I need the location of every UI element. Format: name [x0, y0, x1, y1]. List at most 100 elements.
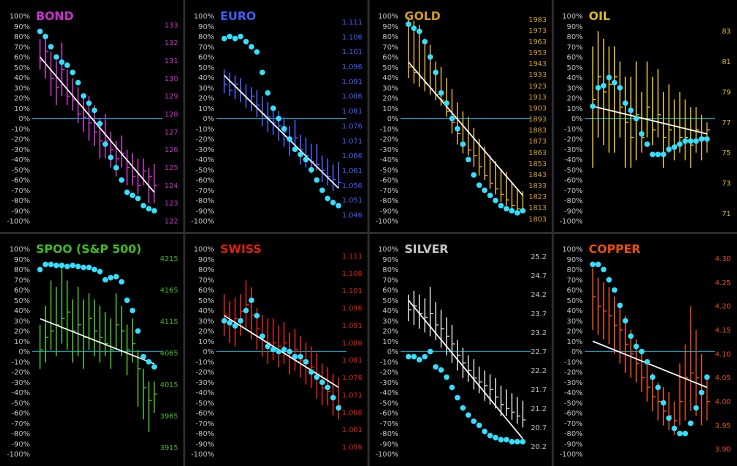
- price-tick-label: 131: [165, 56, 179, 65]
- oscillator-dot: [676, 141, 683, 147]
- oscillator-dot: [232, 35, 238, 42]
- pct-tick-label: 70%: [383, 275, 399, 284]
- chart-title: EURO: [220, 9, 256, 23]
- pct-tick-label: 50%: [14, 63, 30, 72]
- oscillator-dot: [649, 374, 656, 380]
- pct-tick-label: 50%: [198, 296, 214, 305]
- pct-tick-label: 70%: [14, 275, 30, 284]
- pct-tick-label: -40%: [380, 388, 399, 397]
- oscillator-dot: [411, 25, 417, 32]
- oscillator-dot: [704, 374, 710, 380]
- pct-tick-label: -70%: [11, 186, 30, 195]
- pct-tick-label: 100%: [194, 12, 215, 21]
- oscillator-dot: [487, 192, 493, 199]
- pct-tick-label: 10%: [198, 104, 214, 113]
- price-tick-label: 1953: [528, 48, 546, 57]
- pct-tick-label: -80%: [11, 196, 30, 205]
- pct-tick-label: 0%: [203, 347, 215, 356]
- oscillator-dot: [292, 353, 298, 360]
- pct-tick-label: 30%: [567, 83, 583, 92]
- pct-tick-label: -30%: [196, 378, 215, 387]
- pct-tick-label: -20%: [380, 135, 399, 144]
- pct-tick-label: -20%: [11, 368, 30, 377]
- oscillator-dot: [655, 384, 661, 391]
- oscillator-dot: [611, 79, 618, 86]
- price-tick-label: 3915: [160, 443, 178, 452]
- price-tick-label: 1853: [528, 159, 546, 168]
- oscillator-dot: [422, 353, 428, 360]
- pct-tick-label: 60%: [198, 53, 214, 62]
- price-tick-label: 1833: [528, 181, 546, 190]
- oscillator-dot: [259, 333, 266, 339]
- oscillator-dot: [443, 100, 450, 106]
- oscillator-dot: [313, 177, 320, 183]
- price-tick-label: 4.25: [715, 278, 731, 287]
- oscillator-dot: [237, 317, 244, 324]
- oscillator-dot: [140, 353, 147, 360]
- pct-tick-label: 60%: [383, 53, 399, 62]
- price-tick-label: 22.7: [531, 347, 547, 356]
- pct-tick-label: 90%: [198, 255, 214, 264]
- price-tick-label: 24.2: [531, 290, 547, 299]
- price-tick-label: 23.2: [531, 328, 547, 337]
- oscillator-dot: [264, 343, 271, 350]
- price-tick-label: 1893: [528, 115, 546, 124]
- price-tick-label: 81: [722, 57, 731, 66]
- pct-tick-label: -80%: [380, 429, 399, 438]
- pct-tick-label: -10%: [564, 124, 583, 133]
- oscillator-dot: [226, 320, 233, 326]
- chart-title: BOND: [36, 9, 74, 23]
- pct-tick-label: 60%: [14, 53, 30, 62]
- pct-tick-label: 40%: [14, 306, 30, 315]
- price-tick-label: 1.066: [342, 408, 363, 417]
- oscillator-dot: [69, 69, 76, 76]
- pct-tick-label: -20%: [196, 368, 215, 377]
- oscillator-dot: [465, 156, 472, 163]
- oscillator-dot: [438, 90, 444, 96]
- pct-tick-label: -90%: [11, 439, 30, 448]
- price-tick-label: 1913: [528, 92, 546, 101]
- price-tick-label: 1.086: [342, 92, 363, 101]
- price-tick-label: 4.15: [715, 326, 731, 335]
- pct-tick-label: -40%: [380, 155, 399, 164]
- oscillator-dot: [75, 263, 81, 270]
- oscillator-dot: [254, 49, 260, 55]
- oscillator-dot: [698, 136, 705, 142]
- pct-tick-label: -70%: [11, 419, 30, 428]
- pct-tick-label: -60%: [564, 176, 583, 185]
- pct-tick-label: 20%: [383, 327, 399, 336]
- pct-tick-label: 10%: [14, 337, 30, 346]
- pct-tick-label: 100%: [378, 12, 399, 21]
- oscillator-dot: [91, 266, 98, 273]
- pct-tick-label: -20%: [11, 135, 30, 144]
- pct-tick-label: -20%: [380, 368, 399, 377]
- price-tick-label: 4.05: [715, 373, 731, 382]
- oscillator-dot: [42, 33, 49, 40]
- oscillator-dot: [655, 151, 661, 158]
- pct-tick-label: -90%: [196, 439, 215, 448]
- oscillator-dot: [509, 207, 515, 214]
- pct-tick-label: -30%: [11, 145, 30, 154]
- oscillator-dot: [595, 84, 601, 91]
- oscillator-dot: [140, 202, 147, 209]
- oscillator-dot: [330, 199, 336, 206]
- pct-tick-label: 0%: [203, 114, 215, 123]
- oscillator-dot: [498, 202, 504, 209]
- oscillator-dot: [42, 261, 49, 268]
- price-tick-label: 130: [165, 74, 179, 83]
- price-tick-label: 1.091: [342, 321, 363, 330]
- oscillator-dot: [633, 343, 640, 350]
- oscillator-dot: [487, 432, 493, 439]
- oscillator-dot: [405, 21, 412, 28]
- price-tick-label: 1.066: [342, 151, 363, 160]
- price-tick-label: 1.106: [342, 32, 363, 41]
- pct-tick-label: 60%: [14, 286, 30, 295]
- price-tick-label: 4165: [160, 286, 178, 295]
- chart-panel-gold: 100%90%80%70% 60%50%40%30% 20%10%0%-10% -20…: [375, 9, 546, 226]
- pct-tick-label: 60%: [198, 286, 214, 295]
- oscillator-dot: [297, 151, 304, 158]
- oscillator-dot: [264, 90, 271, 96]
- oscillator-dot: [303, 156, 309, 163]
- pct-tick-label: -20%: [564, 135, 583, 144]
- oscillator-dot: [151, 207, 158, 214]
